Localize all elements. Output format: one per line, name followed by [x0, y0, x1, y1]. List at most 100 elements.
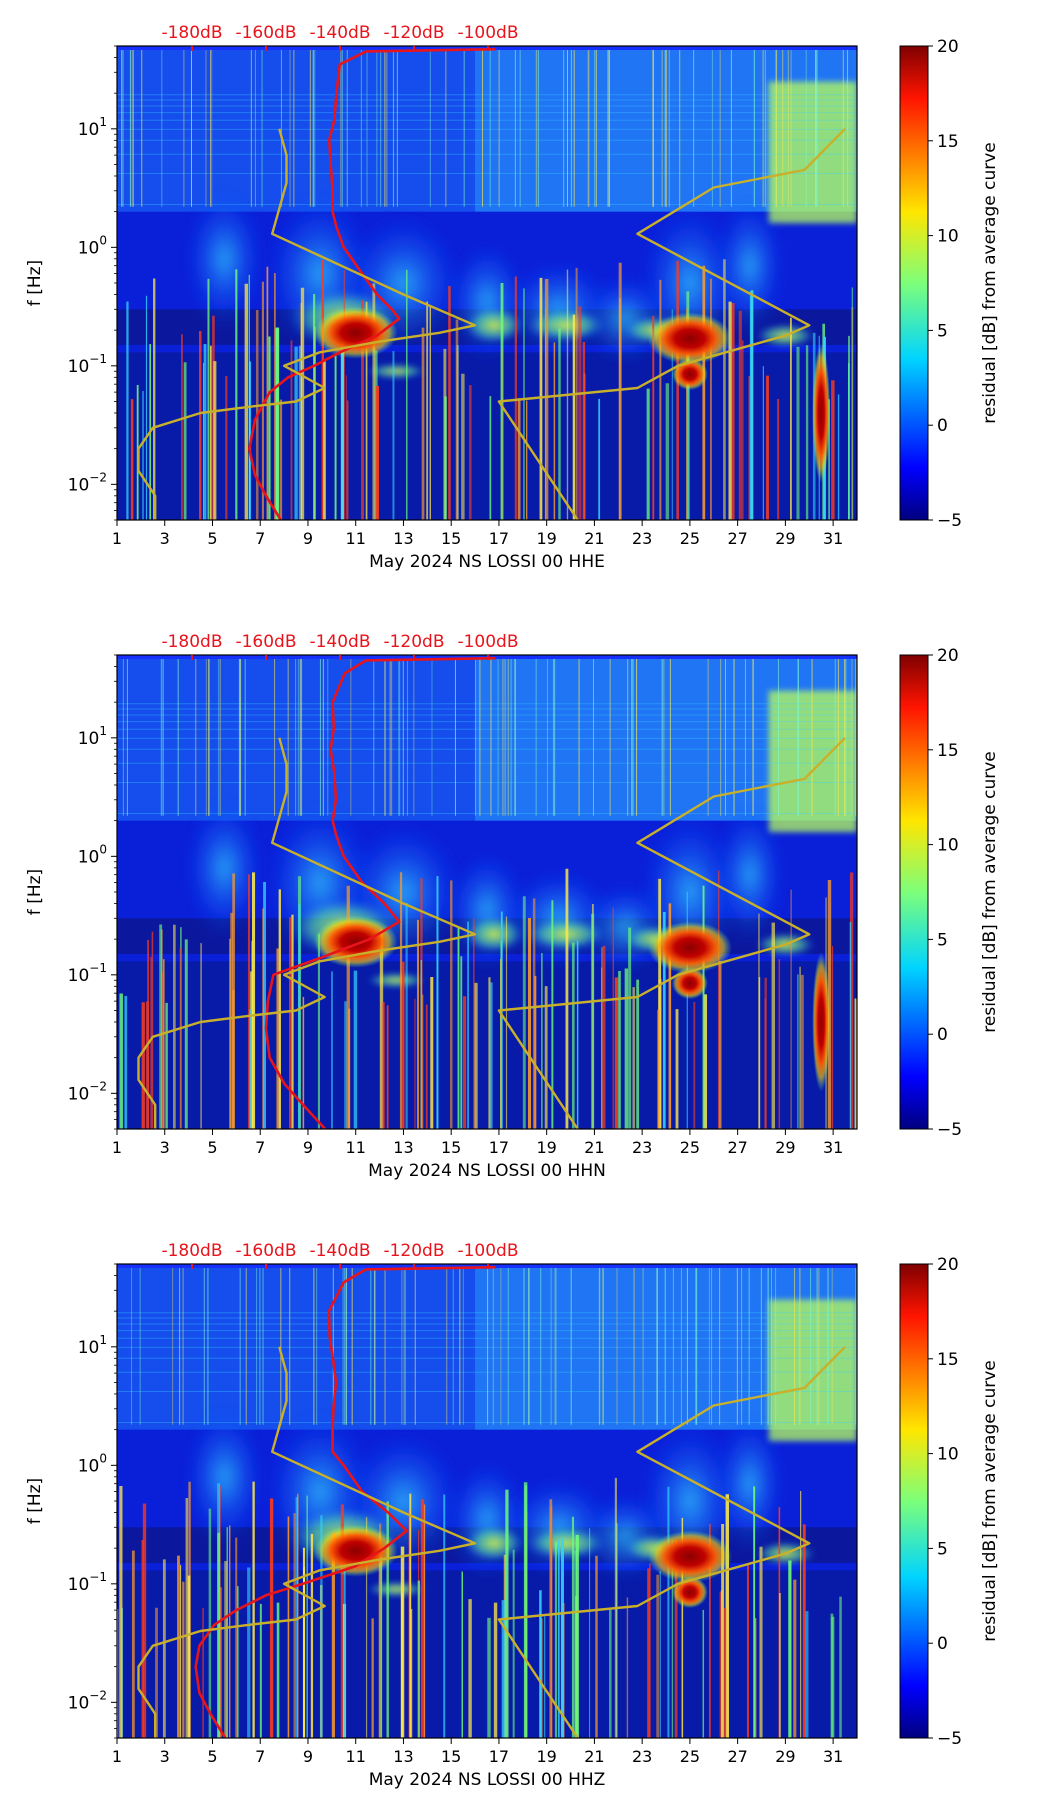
spectrogram-area — [117, 46, 857, 520]
storm-glow — [184, 797, 265, 938]
storm-glow-strong — [366, 1581, 427, 1598]
colorbar-tick-label: 15 — [937, 1350, 959, 1370]
x-axis-title: May 2024 NS LOSSI 00 HHZ — [369, 1770, 606, 1790]
storm-glow-strong — [464, 916, 525, 953]
colorbar-title: residual [dB] from average curve — [980, 142, 1000, 423]
x-tick-label: 5 — [207, 529, 217, 548]
colorbar-tick-label: 0 — [937, 416, 948, 436]
y-tick-label: 100 — [78, 233, 107, 258]
db-tick-label: -160dB — [235, 632, 296, 652]
x-tick-label: 29 — [775, 1747, 795, 1766]
residual-hotspot — [647, 312, 732, 365]
x-tick-label: 21 — [584, 529, 604, 548]
storm-glow — [714, 195, 785, 336]
x-tick-label: 7 — [255, 529, 265, 548]
x-tick-label: 3 — [160, 1138, 170, 1157]
y-tick-label: 10−2 — [68, 1079, 107, 1104]
x-tick-label: 27 — [727, 1138, 747, 1157]
storm-glow — [184, 1406, 265, 1547]
colorbar-tick-label: 10 — [937, 836, 959, 856]
x-tick-label: 31 — [823, 1138, 843, 1157]
colorbar-tick-label: −5 — [937, 1120, 962, 1140]
x-tick-label: 11 — [346, 1138, 366, 1157]
x-tick-label: 31 — [823, 1747, 843, 1766]
x-tick-label: 15 — [441, 1747, 461, 1766]
x-tick-label: 25 — [680, 1747, 700, 1766]
db-tick-label: -100dB — [457, 1241, 518, 1261]
y-axis-title: f [Hz] — [25, 260, 45, 306]
residual-hotspot — [313, 306, 398, 359]
x-tick-label: 25 — [680, 529, 700, 548]
x-tick-label: 15 — [441, 529, 461, 548]
x-tick-label: 7 — [255, 1747, 265, 1766]
low-frequency-band — [117, 352, 857, 520]
mean-psd-line — [264, 656, 496, 1129]
db-tick-label: -100dB — [457, 23, 518, 43]
db-tick-label: -140dB — [309, 1241, 370, 1261]
colorbar — [900, 655, 928, 1129]
reference-line — [137, 1346, 477, 1738]
y-axis-title: f [Hz] — [25, 869, 45, 915]
x-tick-label: 5 — [207, 1138, 217, 1157]
x-tick-label: 9 — [303, 1138, 313, 1157]
colorbar-tick-label: 5 — [937, 930, 948, 950]
colorbar-tick-label: 15 — [937, 741, 959, 761]
x-tick-label: 23 — [632, 529, 652, 548]
db-tick-label: -120dB — [383, 23, 444, 43]
spectrogram-area — [117, 1264, 857, 1738]
x-tick-label: 17 — [489, 529, 509, 548]
x-tick-label: 17 — [489, 1138, 509, 1157]
colorbar — [900, 46, 928, 520]
db-tick-label: -140dB — [309, 632, 370, 652]
storm-glow — [714, 804, 785, 945]
colorbar-tick-label: 15 — [937, 132, 959, 152]
colorbar-tick-label: 0 — [937, 1634, 948, 1654]
x-tick-label: 5 — [207, 1747, 217, 1766]
colorbar-tick-label: 20 — [937, 37, 959, 57]
residual-hotspot — [812, 342, 831, 483]
storm-glow-strong — [525, 1527, 606, 1560]
db-tick-label: -160dB — [235, 23, 296, 43]
y-tick-label: 10−1 — [68, 961, 107, 986]
reference-line — [497, 1345, 846, 1738]
db-tick-label: -140dB — [309, 23, 370, 43]
x-tick-label: 1 — [112, 529, 122, 548]
storm-glow — [184, 188, 265, 329]
residual-hotspot — [812, 951, 831, 1092]
reference-line — [137, 737, 477, 1129]
x-tick-label: 13 — [393, 1747, 413, 1766]
x-tick-label: 11 — [346, 1747, 366, 1766]
colorbar-tick-label: 0 — [937, 1025, 948, 1045]
x-tick-label: 3 — [160, 529, 170, 548]
x-tick-label: 21 — [584, 1747, 604, 1766]
x-tick-label: 3 — [160, 1747, 170, 1766]
y-tick-label: 100 — [78, 1451, 107, 1476]
x-tick-label: 13 — [393, 1138, 413, 1157]
x-tick-label: 29 — [775, 529, 795, 548]
x-tick-label: 1 — [112, 1747, 122, 1766]
y-tick-label: 10−1 — [68, 1570, 107, 1595]
x-tick-label: 25 — [680, 1138, 700, 1157]
colorbar-tick-label: 20 — [937, 1255, 959, 1275]
y-tick-label: 101 — [78, 1333, 107, 1358]
colorbar-tick-label: 20 — [937, 646, 959, 666]
db-tick-label: -160dB — [235, 1241, 296, 1261]
storm-glow — [714, 1413, 785, 1554]
x-tick-label: 23 — [632, 1138, 652, 1157]
x-tick-label: 11 — [346, 529, 366, 548]
high-frequency-anomaly — [768, 81, 857, 224]
y-tick-label: 100 — [78, 842, 107, 867]
low-frequency-band — [117, 961, 857, 1129]
colorbar-frame — [899, 1263, 929, 1739]
mean-psd-line — [194, 1265, 496, 1738]
storm-glow-strong — [366, 363, 427, 380]
high-frequency-anomaly — [768, 1299, 857, 1442]
x-tick-label: 9 — [303, 1747, 313, 1766]
colorbar-tick-label: −5 — [937, 511, 962, 531]
colorbar-tick-label: 10 — [937, 227, 959, 247]
colorbar-title: residual [dB] from average curve — [980, 1360, 1000, 1641]
storm-glow-strong — [464, 1525, 525, 1562]
x-tick-label: 27 — [727, 1747, 747, 1766]
